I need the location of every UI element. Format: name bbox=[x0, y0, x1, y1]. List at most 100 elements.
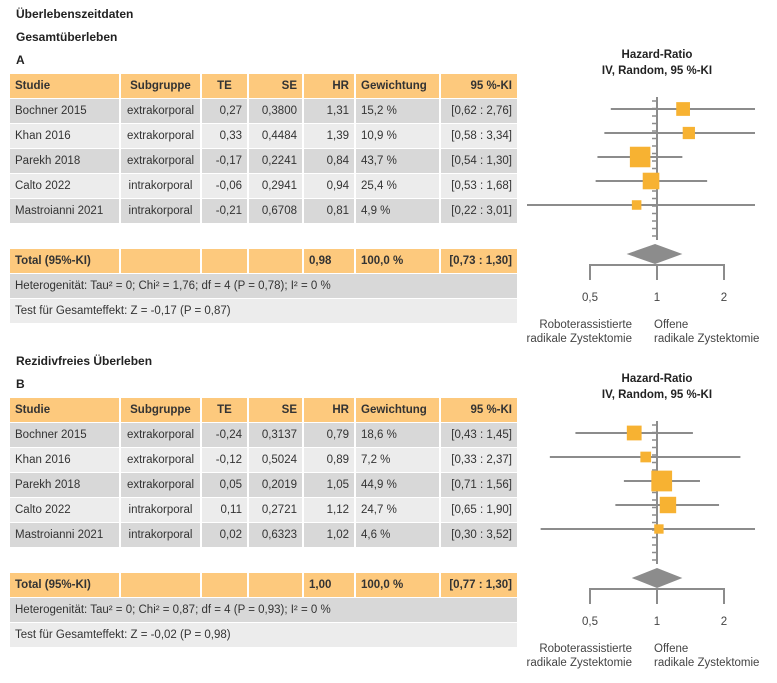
cell-weight: 24,7 % bbox=[355, 497, 441, 523]
column-header: TE bbox=[201, 398, 249, 423]
column-header: HR bbox=[303, 398, 356, 423]
cell-weight: 18,6 % bbox=[355, 422, 441, 448]
column-header: 95 %-KI bbox=[440, 398, 519, 423]
cell-study: Parekh 2018 bbox=[10, 472, 121, 498]
column-header: SE bbox=[248, 398, 304, 423]
cell-hr: 1,12 bbox=[303, 497, 356, 523]
cell-ci: [0,62 : 2,76] bbox=[440, 98, 519, 124]
cell-hr: 0,79 bbox=[303, 422, 356, 448]
favours-right-label: Offene bbox=[654, 643, 689, 655]
cell-te: 0,05 bbox=[201, 472, 249, 498]
cell-subgroup: intrakorporal bbox=[120, 497, 202, 523]
cell-weight: 10,9 % bbox=[355, 123, 441, 149]
total-ci: [0,73 : 1,30] bbox=[440, 248, 519, 274]
cell-subgroup: extrakorporal bbox=[120, 98, 202, 124]
total-label: Total (95%-KI) bbox=[10, 572, 121, 598]
cell-subgroup: extrakorporal bbox=[120, 123, 202, 149]
cell-hr: 1,05 bbox=[303, 472, 356, 498]
cell-study: Calto 2022 bbox=[10, 173, 121, 199]
cell-ci: [0,54 : 1,30] bbox=[440, 148, 519, 174]
cell-subgroup: intrakorporal bbox=[120, 522, 202, 548]
cell-weight: 43,7 % bbox=[355, 148, 441, 174]
cell-te: -0,17 bbox=[201, 148, 249, 174]
cell-study: Bochner 2015 bbox=[10, 98, 121, 124]
heterogeneity-row: Heterogenität: Tau² = 0; Chi² = 1,76; df… bbox=[10, 273, 519, 299]
cell-se: 0,2241 bbox=[248, 148, 304, 174]
x-tick-label: 0,5 bbox=[582, 616, 598, 628]
total-hr: 0,98 bbox=[303, 248, 356, 274]
cell-te: -0,12 bbox=[201, 447, 249, 473]
effect-square bbox=[629, 146, 651, 168]
cell-ci: [0,30 : 3,52] bbox=[440, 522, 519, 548]
results-table: Studie Subgruppe TE SE HR Gewichtung 95 %-KI Bo… bbox=[10, 74, 519, 324]
total-row: Total (95%-KI) 0,98 100,0 % [0,73 : 1,30] bbox=[10, 248, 519, 274]
cell-hr: 0,84 bbox=[303, 148, 356, 174]
plot-header-title: Hazard-Ratio bbox=[621, 373, 693, 385]
cell-weight: 4,6 % bbox=[355, 522, 441, 548]
cell-hr: 1,31 bbox=[303, 98, 356, 124]
effect-square bbox=[626, 425, 642, 441]
cell-hr: 0,89 bbox=[303, 447, 356, 473]
effect-square bbox=[631, 200, 642, 210]
cell-ci: [0,33 : 2,37] bbox=[440, 447, 519, 473]
cell-se: 0,6708 bbox=[248, 198, 304, 224]
cell-subgroup: extrakorporal bbox=[120, 447, 202, 473]
heterogeneity-text: Heterogenität: Tau² = 0; Chi² = 0,87; df… bbox=[10, 597, 519, 623]
cell-weight: 44,9 % bbox=[355, 472, 441, 498]
cell-study: Mastroianni 2021 bbox=[10, 198, 121, 224]
section-label: A bbox=[16, 53, 25, 67]
table-header: Studie Subgruppe TE SE HR Gewichtung 95 %-KI bbox=[10, 398, 519, 423]
table-row: Calto 2022 intrakorporal -0,06 0,2941 0,94 25… bbox=[10, 173, 519, 199]
forest-plot-A bbox=[527, 97, 755, 280]
cell-weight: 25,4 % bbox=[355, 173, 441, 199]
cell-se: 0,2941 bbox=[248, 173, 304, 199]
cell-ci: [0,43 : 1,45] bbox=[440, 422, 519, 448]
overall-test-row: Test für Gesamteffekt: Z = -0,02 (P = 0,… bbox=[10, 622, 519, 648]
cell-study: Calto 2022 bbox=[10, 497, 121, 523]
cell-se: 0,3137 bbox=[248, 422, 304, 448]
overall-test-row: Test für Gesamteffekt: Z = -0,17 (P = 0,… bbox=[10, 298, 519, 324]
cell-hr: 1,02 bbox=[303, 522, 356, 548]
total-hr: 1,00 bbox=[303, 572, 356, 598]
column-header: Gewichtung bbox=[355, 398, 441, 423]
cell-subgroup: extrakorporal bbox=[120, 472, 202, 498]
column-header: SE bbox=[248, 74, 304, 99]
summary-diamond bbox=[631, 568, 683, 588]
forest-plot-B bbox=[540, 421, 755, 604]
empty-cell bbox=[201, 572, 249, 598]
cell-study: Mastroianni 2021 bbox=[10, 522, 121, 548]
table-row: Parekh 2018 extrakorporal 0,05 0,2019 1,05 44… bbox=[10, 472, 519, 498]
column-header: Subgruppe bbox=[120, 74, 202, 99]
spacer-row bbox=[10, 547, 519, 573]
cell-te: 0,11 bbox=[201, 497, 249, 523]
cell-study: Khan 2016 bbox=[10, 447, 121, 473]
cell-se: 0,4484 bbox=[248, 123, 304, 149]
column-header: Subgruppe bbox=[120, 398, 202, 423]
cell-se: 0,5024 bbox=[248, 447, 304, 473]
column-header: Studie bbox=[10, 398, 121, 423]
table-row: Mastroianni 2021 intrakorporal -0,21 0,6708… bbox=[10, 198, 519, 224]
cell-te: 0,02 bbox=[201, 522, 249, 548]
empty-cell bbox=[201, 248, 249, 274]
summary-diamond bbox=[626, 244, 683, 264]
effect-square bbox=[676, 102, 690, 116]
effect-square bbox=[640, 451, 652, 463]
cell-te: -0,24 bbox=[201, 422, 249, 448]
section-label: B bbox=[16, 377, 25, 391]
favours-left-label: Roboterassistierte bbox=[539, 643, 632, 655]
table-row: Bochner 2015 extrakorporal -0,24 0,3137 0,79… bbox=[10, 422, 519, 448]
favours-right-label: radikale Zystektomie bbox=[654, 333, 760, 345]
favours-left-label: Roboterassistierte bbox=[539, 319, 632, 331]
heterogeneity-text: Heterogenität: Tau² = 0; Chi² = 1,76; df… bbox=[10, 273, 519, 299]
column-header: Gewichtung bbox=[355, 74, 441, 99]
x-tick-label: 1 bbox=[653, 616, 661, 628]
table-row: Parekh 2018 extrakorporal -0,17 0,2241 0,84 4… bbox=[10, 148, 519, 174]
heterogeneity-row: Heterogenität: Tau² = 0; Chi² = 0,87; df… bbox=[10, 597, 519, 623]
cell-ci: [0,71 : 1,56] bbox=[440, 472, 519, 498]
cell-subgroup: intrakorporal bbox=[120, 198, 202, 224]
cell-se: 0,2721 bbox=[248, 497, 304, 523]
cell-study: Parekh 2018 bbox=[10, 148, 121, 174]
table-row: Mastroianni 2021 intrakorporal 0,02 0,6323 1… bbox=[10, 522, 519, 548]
